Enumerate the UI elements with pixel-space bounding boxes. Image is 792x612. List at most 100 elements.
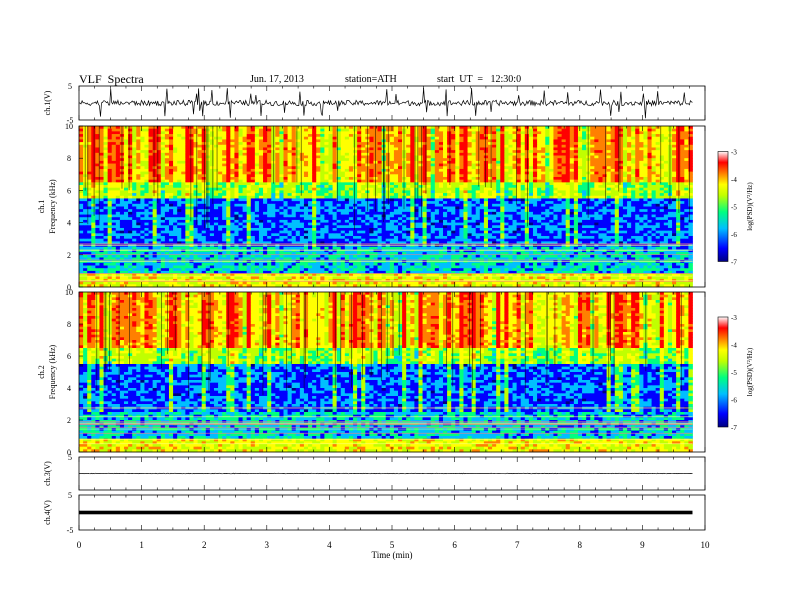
ch1-spectrogram-pixel: [291, 209, 297, 213]
ch1-spectrogram-pixel: [213, 158, 219, 162]
ch1-spectrogram-pixel: [651, 134, 657, 138]
ch1-spectrogram-pixel: [410, 190, 415, 194]
ch1-spectrogram-pixel: [316, 152, 321, 156]
ch1-spectrogram-pixel: [222, 176, 227, 181]
ch1-spectrogram-pixel: [496, 187, 501, 191]
ch1-spectrogram-pixel: [455, 142, 460, 146]
ch1-spectrogram-pixel: [193, 195, 199, 199]
ch1-spectrogram-pixel: [115, 211, 121, 215]
ch1-spectrogram-pixel: [246, 155, 252, 159]
ch1-spectrogram-pixel: [107, 193, 113, 197]
ch1-spectrogram-pixel: [655, 155, 661, 159]
ch1-spectrogram-pixel: [279, 193, 284, 197]
ch1-spectrogram-pixel: [651, 185, 657, 189]
ch1-spectrogram-pixel: [610, 198, 616, 202]
ch1-spectrogram-pixel: [193, 176, 199, 181]
ch1-spectrogram-pixel: [434, 158, 440, 162]
ch1-spectrogram-pixel: [234, 195, 239, 199]
ch1-spectrogram-pixel: [344, 174, 350, 178]
ch1-spectrogram-pixel: [410, 144, 415, 148]
ch1-spectrogram-pixel: [332, 163, 338, 167]
ch1-spectrogram-pixel: [234, 174, 239, 178]
ch1-spectrogram-pixel: [95, 195, 100, 199]
ch1-spectrogram-pixel: [193, 168, 199, 173]
ch1-spectrogram-pixel: [598, 187, 603, 191]
ch1-spectrogram-pixel: [627, 206, 632, 210]
ch1-spectrogram-pixel: [213, 203, 219, 207]
ch1-spectrogram-pixel: [508, 128, 513, 132]
ch1-spectrogram-pixel: [627, 179, 632, 183]
ch1-spectrogram-pixel: [516, 144, 522, 148]
ch1-spectrogram-pixel: [242, 193, 248, 197]
ch1-spectrogram-pixel: [537, 203, 542, 207]
ch1-spectrogram-pixel: [414, 168, 419, 173]
ch1-spectrogram-pixel: [557, 198, 562, 202]
ch1-spectrogram-pixel: [410, 134, 415, 138]
ch1-spectrogram-pixel: [627, 136, 632, 140]
ch1-spectrogram-pixel: [455, 144, 460, 148]
ch1-spectrogram-pixel: [451, 147, 456, 151]
ch1-spectrogram-pixel: [328, 168, 333, 173]
ch1-spectrogram-pixel: [500, 147, 505, 151]
ch1-spectrogram-pixel: [377, 187, 383, 191]
ch1-spectrogram-pixel: [635, 198, 640, 202]
ch1-spectrogram-pixel: [128, 193, 133, 197]
ch1-spectrogram-pixel: [426, 134, 432, 138]
ch1-spectrogram-pixel: [156, 195, 162, 199]
ch1-spectrogram-pixel: [541, 150, 546, 154]
ch1-spectrogram-pixel: [557, 163, 562, 167]
ch1-spectrogram-pixel: [528, 209, 534, 213]
ch1-spectrogram-pixel: [279, 198, 284, 202]
ch1-spectrogram-pixel: [250, 126, 256, 130]
ch1-spectrogram-pixel: [201, 144, 207, 148]
ch1-spectrogram-pixel: [438, 209, 444, 213]
ch1-spectrogram-pixel: [688, 171, 693, 175]
ch1-spectrogram-pixel: [627, 174, 632, 178]
ch1-spectrogram-pixel: [238, 214, 243, 218]
ch1-spectrogram-pixel: [275, 211, 280, 215]
ch1-spectrogram-pixel: [344, 190, 350, 194]
ch1-spectrogram-pixel: [483, 176, 489, 181]
ch1-spectrogram-pixel: [410, 155, 415, 159]
ch1-spectrogram-pixel: [103, 158, 109, 162]
ch1-spectrogram-pixel: [324, 166, 329, 170]
ch1-spectrogram-pixel: [283, 163, 288, 167]
ch1-spectrogram-pixel: [500, 155, 505, 159]
ch1-spectrogram-pixel: [234, 139, 239, 143]
ch1-spectrogram-pixel: [483, 150, 489, 154]
ch1-spectrogram-pixel: [258, 139, 264, 143]
ch1-spectrogram-pixel: [569, 168, 575, 173]
ch1-spectrogram-pixel: [500, 176, 505, 181]
ch1-spectrogram-pixel: [328, 201, 333, 205]
ch1-spectrogram-pixel: [520, 187, 526, 191]
ch1-spectrogram-pixel: [201, 131, 207, 135]
ch1-spectrogram-pixel: [663, 142, 669, 146]
ch1-spectrogram-pixel: [627, 126, 632, 130]
ch1-spectrogram-pixel: [353, 174, 358, 178]
ch1-spectrogram-pixel: [516, 128, 522, 132]
ch1-spectrogram-pixel: [618, 187, 624, 191]
ch1-spectrogram-pixel: [467, 163, 473, 167]
ch1-spectrogram-pixel: [332, 126, 338, 130]
ch1-spectrogram-pixel: [577, 198, 583, 202]
ch1-spectrogram-pixel: [537, 166, 542, 170]
ch1-spectrogram-pixel: [348, 166, 354, 170]
ch1-spectrogram-pixel: [569, 131, 575, 135]
ch1-spectrogram-pixel: [688, 187, 693, 191]
ch1-spectrogram-pixel: [414, 163, 419, 167]
ch1-spectrogram-pixel: [508, 160, 513, 164]
ch1-spectrogram-pixel: [434, 128, 440, 132]
ch1-spectrogram-pixel: [99, 163, 104, 167]
ch1-spectrogram-pixel: [312, 134, 317, 138]
ch1-spectrogram-pixel: [328, 144, 333, 148]
ch1-spectrogram-pixel: [148, 131, 154, 135]
ch1-spectrogram-pixel: [541, 163, 546, 167]
ch1-spectrogram-pixel: [369, 144, 374, 148]
ch1-spectrogram-pixel: [451, 187, 456, 191]
ch1-spectrogram-pixel: [353, 206, 358, 210]
ch1-spectrogram-pixel: [577, 142, 583, 146]
ch1-spectrogram-pixel: [156, 209, 162, 213]
ch1-spectrogram-pixel: [582, 152, 587, 156]
ch1-spectrogram-pixel: [99, 182, 104, 186]
ch1-spectrogram-pixel: [524, 174, 530, 178]
